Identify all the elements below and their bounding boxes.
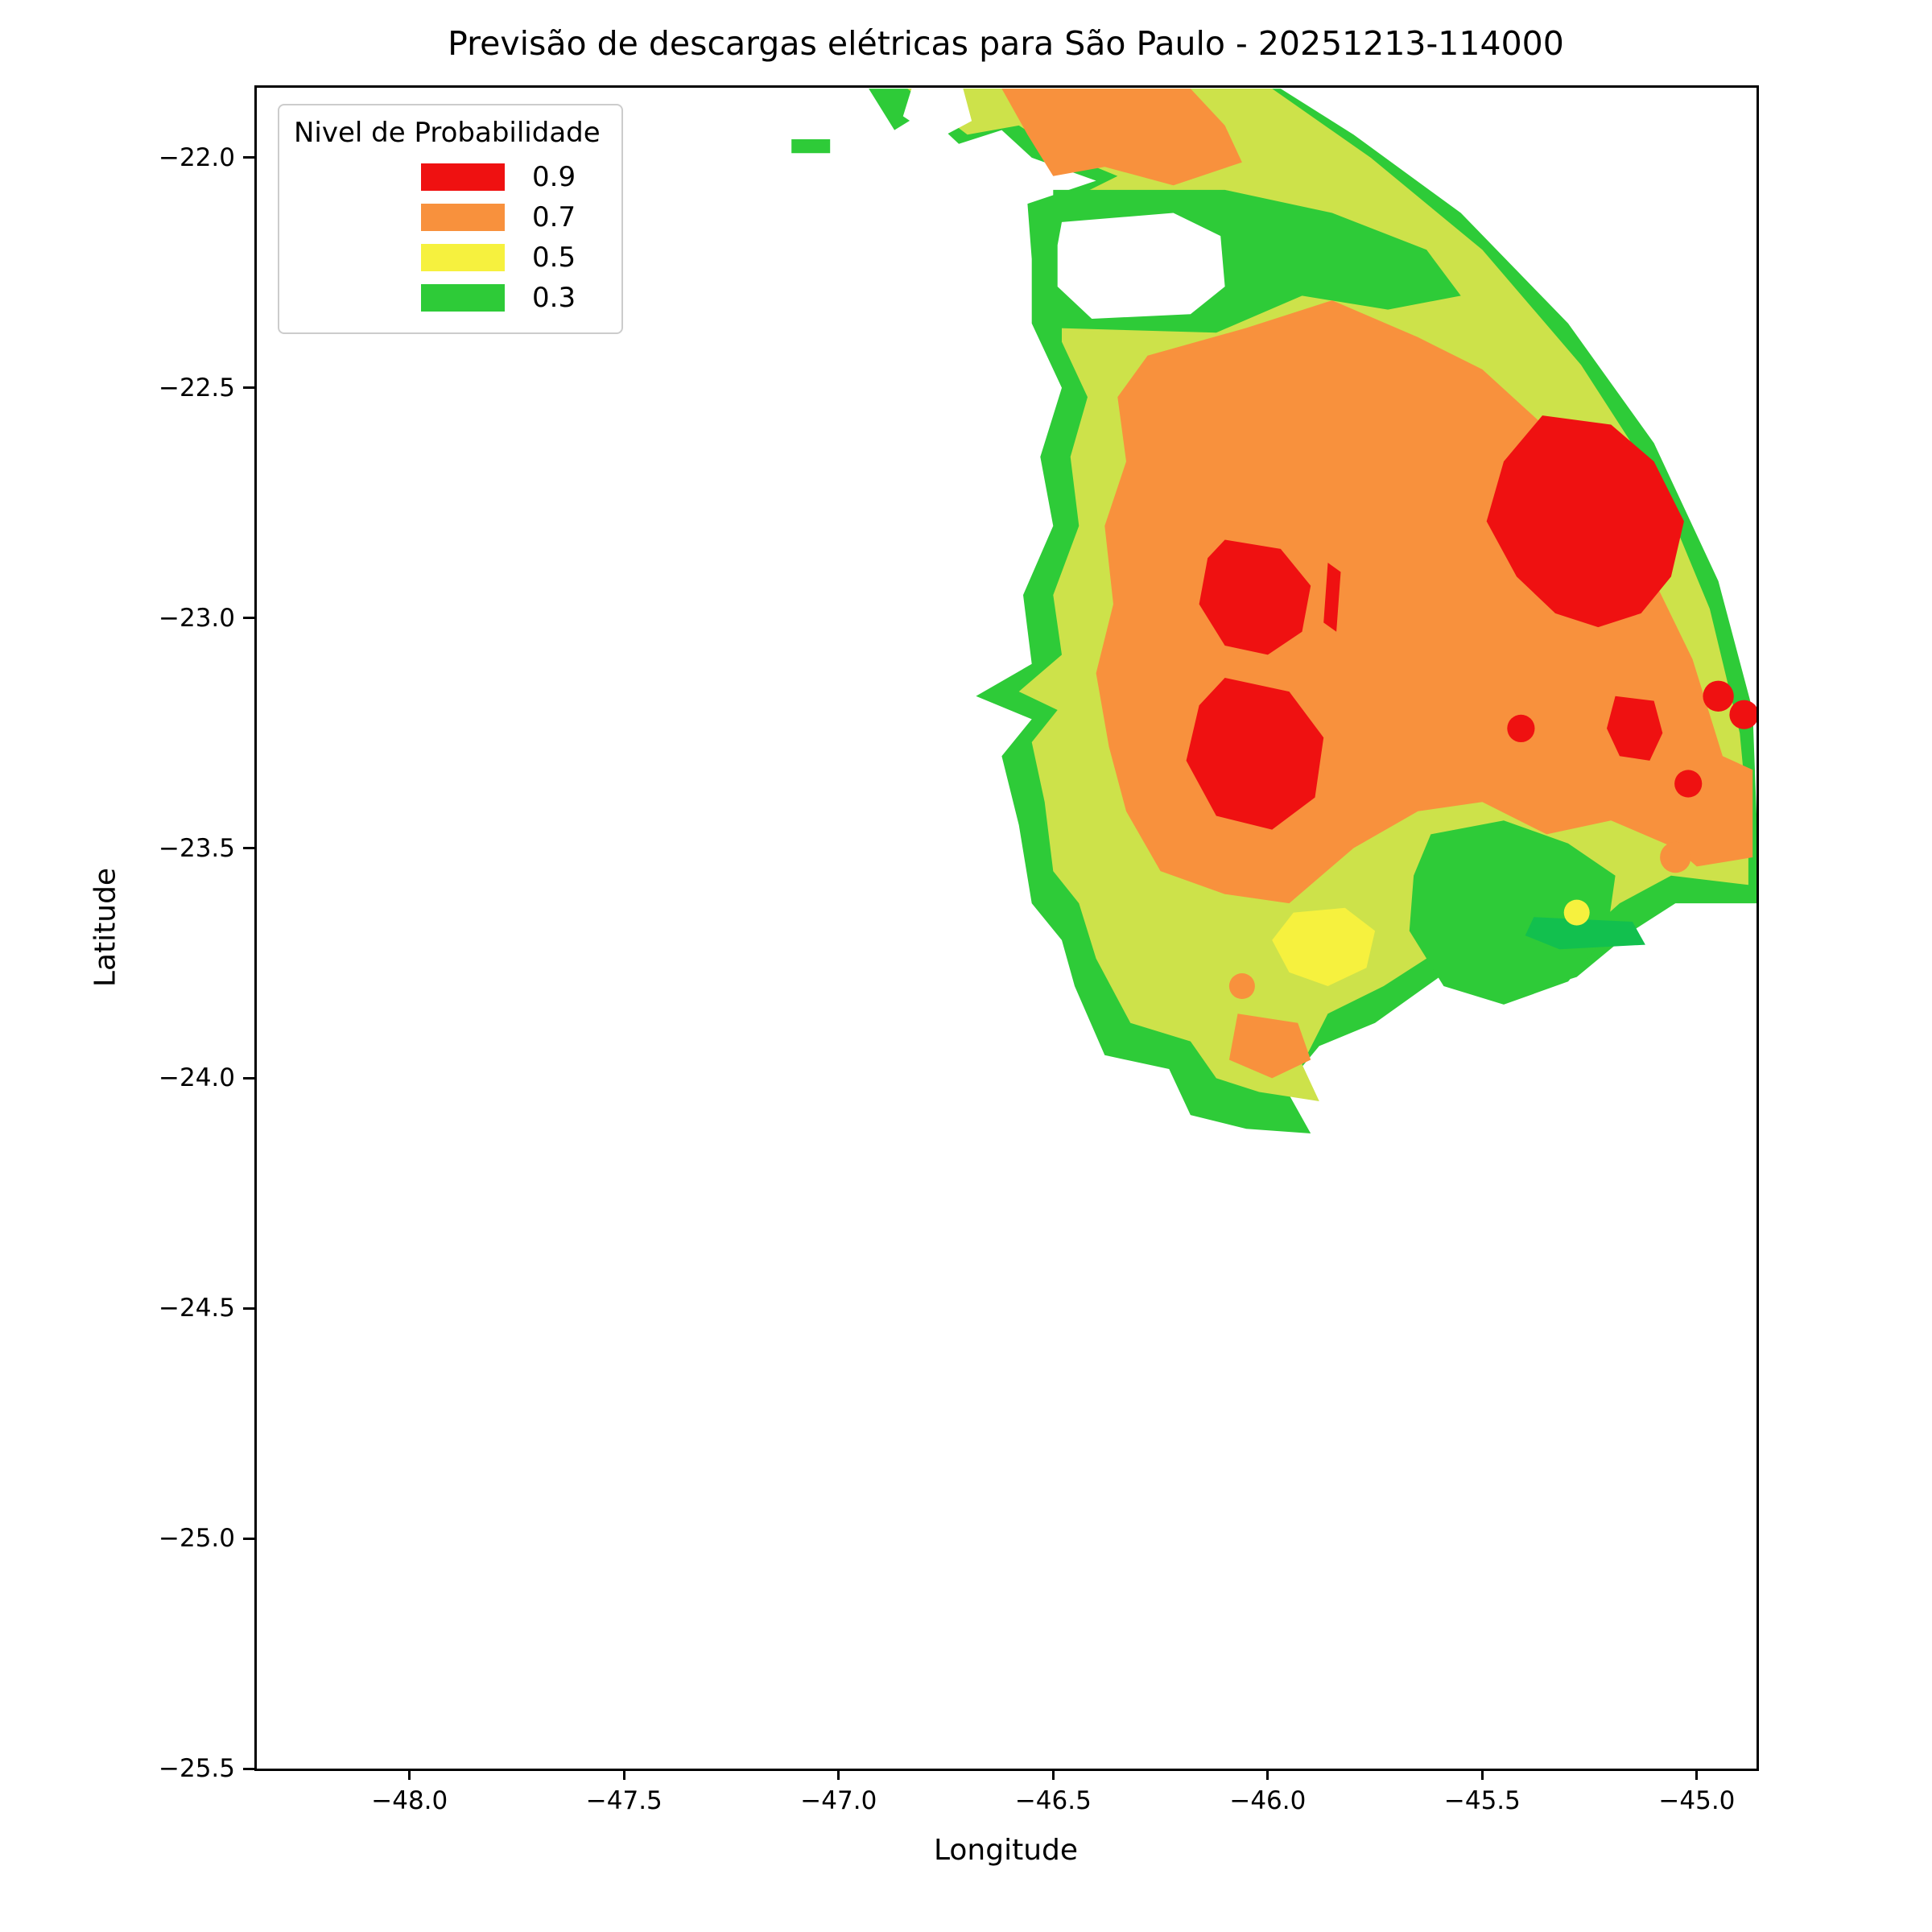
y-tick-mark: [243, 617, 254, 620]
dot-red-dot-3: [1729, 700, 1757, 729]
legend-swatch-orange: [421, 204, 505, 231]
x-tick-label: −45.0: [1658, 1786, 1736, 1815]
legend-item-05: 0.5: [294, 237, 601, 278]
region-red-northeast-core: [1486, 415, 1684, 628]
x-tick-mark: [1480, 1769, 1484, 1780]
legend-label-03: 0.3: [532, 282, 576, 314]
legend-title: Nivel de Probabilidade: [294, 117, 601, 149]
x-tick-mark: [837, 1769, 840, 1780]
region-red-central-upper-sliver: [1323, 563, 1341, 632]
y-tick-mark: [243, 156, 254, 159]
legend-label-09: 0.9: [532, 161, 576, 193]
x-tick-mark: [622, 1769, 625, 1780]
region-orange-north-lobe: [1001, 89, 1242, 186]
x-tick-label: −46.5: [1014, 1786, 1092, 1815]
dot-red-dot-1: [1507, 714, 1535, 743]
chart-title: Previsão de descargas elétricas para São…: [448, 24, 1564, 63]
x-tick-label: −48.0: [371, 1786, 448, 1815]
x-tick-mark: [1695, 1769, 1699, 1780]
region-white-top-notch: [902, 89, 972, 139]
dot-red-dot-2: [1703, 680, 1734, 712]
legend-item-03: 0.3: [294, 278, 601, 318]
y-tick-mark: [243, 386, 254, 390]
dot-yellow-dot-1: [1563, 899, 1590, 926]
legend-label-05: 0.5: [532, 242, 576, 274]
region-green-dash-west: [791, 139, 831, 154]
region-white-hole: [1057, 213, 1225, 319]
plot-area: Nivel de Probabilidade 0.9 0.7 0.5 0.3: [254, 85, 1759, 1771]
y-axis-label: Latitude: [89, 867, 122, 988]
region-green-southeast-patch: [1409, 820, 1616, 1005]
x-axis-label: Longitude: [933, 1834, 1079, 1867]
x-tick-mark: [1051, 1769, 1055, 1780]
legend: Nivel de Probabilidade 0.9 0.7 0.5 0.3: [278, 104, 623, 334]
x-tick-label: −47.5: [585, 1786, 663, 1815]
legend-swatch-green: [421, 284, 505, 312]
legend-item-07: 0.7: [294, 197, 601, 237]
y-tick-label: −24.5: [159, 1294, 235, 1323]
region-green-dark-stripe: [1525, 917, 1645, 950]
x-tick-mark: [408, 1769, 411, 1780]
dot-orange-dot-2: [1660, 841, 1691, 873]
contour-canvas: [791, 89, 1757, 1133]
y-tick-mark: [243, 847, 254, 850]
x-tick-label: −45.5: [1443, 1786, 1521, 1815]
legend-swatch-red: [421, 163, 505, 191]
y-tick-label: −24.0: [159, 1063, 235, 1093]
dot-red-dot-4: [1674, 770, 1703, 798]
region-red-east-small-core: [1607, 696, 1663, 761]
y-tick-label: −23.0: [159, 603, 235, 633]
y-tick-label: −22.5: [159, 373, 235, 402]
y-tick-mark: [243, 1307, 254, 1310]
y-tick-label: −22.0: [159, 142, 235, 172]
dot-orange-dot-1: [1228, 973, 1255, 999]
x-tick-label: −46.0: [1229, 1786, 1307, 1815]
region-orange-south-patch: [1228, 1013, 1311, 1079]
y-tick-mark: [243, 1537, 254, 1540]
y-tick-label: −23.5: [159, 833, 235, 863]
x-tick-label: −47.0: [800, 1786, 877, 1815]
legend-item-09: 0.9: [294, 157, 601, 197]
y-tick-mark: [243, 1767, 254, 1770]
region-red-central-upper-core: [1199, 539, 1311, 655]
y-tick-mark: [243, 1076, 254, 1080]
x-tick-mark: [1266, 1769, 1269, 1780]
y-tick-label: −25.5: [159, 1754, 235, 1783]
legend-label-07: 0.7: [532, 201, 576, 233]
region-red-central-lower-core: [1186, 678, 1324, 830]
legend-swatch-yellow: [421, 244, 505, 271]
region-yellow-south-patch: [1272, 907, 1376, 986]
y-tick-label: −25.0: [159, 1524, 235, 1554]
